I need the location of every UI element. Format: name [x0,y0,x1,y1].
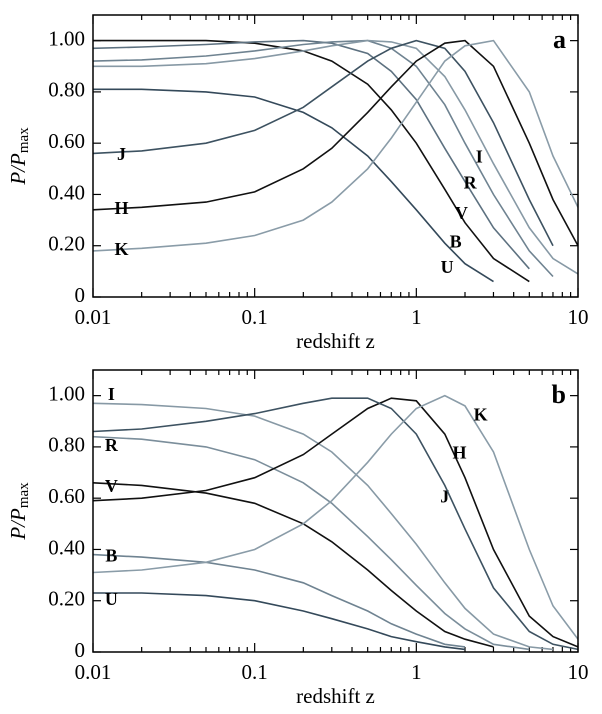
y-tick-label: 0 [75,638,86,662]
curve-label: B [105,545,117,565]
curve-label: R [464,172,478,192]
curve [93,592,466,651]
x-tick-label: 1 [411,660,422,684]
x-tick-label: 0.1 [242,305,268,329]
x-tick-label: 0.01 [75,660,112,684]
curve-label: J [440,486,449,506]
curve [92,39,554,278]
curve-label: H [453,443,467,463]
x-tick-label: 0.1 [242,660,268,684]
curve-label: V [455,203,468,223]
y-axis-label: P/Pmax [6,127,33,186]
y-tick-label: 0.60 [48,129,85,153]
y-tick-label: 0.80 [48,78,85,102]
y-tick-label: 0.80 [48,433,85,457]
curve [92,39,579,252]
y-axis-label-main: P/P [6,508,30,541]
curve-label: U [441,257,454,277]
plot-frame [92,14,579,298]
curve [93,88,494,283]
curve [92,397,579,651]
curve [93,39,530,283]
x-axis-label: redshift z [296,329,375,353]
x-axis-label: redshift z [296,684,375,708]
curve [92,397,579,648]
y-axis-label: P/Pmax [6,482,33,541]
panel-label: a [553,25,566,54]
y-axis-label-sub: max [16,482,32,508]
curve [92,39,579,247]
x-tick-label: 10 [568,305,589,329]
curve [92,394,579,640]
curve-label: I [108,384,115,404]
curve-label: J [117,144,126,164]
x-tick-label: 0.01 [75,305,112,329]
curve-label: K [114,239,128,259]
y-tick-label: 0.40 [48,535,85,559]
y-tick-label: 0.60 [48,484,85,508]
y-tick-label: 0 [75,283,86,307]
y-tick-label: 0.40 [48,180,85,204]
curve [92,553,466,648]
y-tick-label: 0.20 [48,232,85,256]
curve-label: R [105,435,119,455]
curve-label: I [476,147,483,167]
y-tick-label: 1.00 [48,26,85,50]
curve [92,482,494,648]
y-axis-label-main: P/P [6,153,30,186]
curve-label: H [114,198,128,218]
panel: 0 0.20 0.40 0.60 0.80 1.00 0.01 0.1 1 10 U B V R I J HKb… [6,369,589,708]
curve [92,402,554,651]
y-tick-label: 1.00 [48,381,85,405]
curve-label: U [105,589,118,609]
y-tick-label: 0.20 [48,587,85,611]
plot-frame [92,369,579,653]
x-tick-label: 1 [411,305,422,329]
panel-label: b [552,380,566,409]
curve [92,435,530,651]
curve-label: K [474,404,488,424]
curve [92,39,554,247]
curve [93,39,579,275]
curve-label: B [450,231,462,251]
x-tick-label: 10 [568,660,589,684]
y-axis-label-sub: max [16,127,32,153]
curve [92,39,530,270]
curve-label: V [105,476,118,496]
